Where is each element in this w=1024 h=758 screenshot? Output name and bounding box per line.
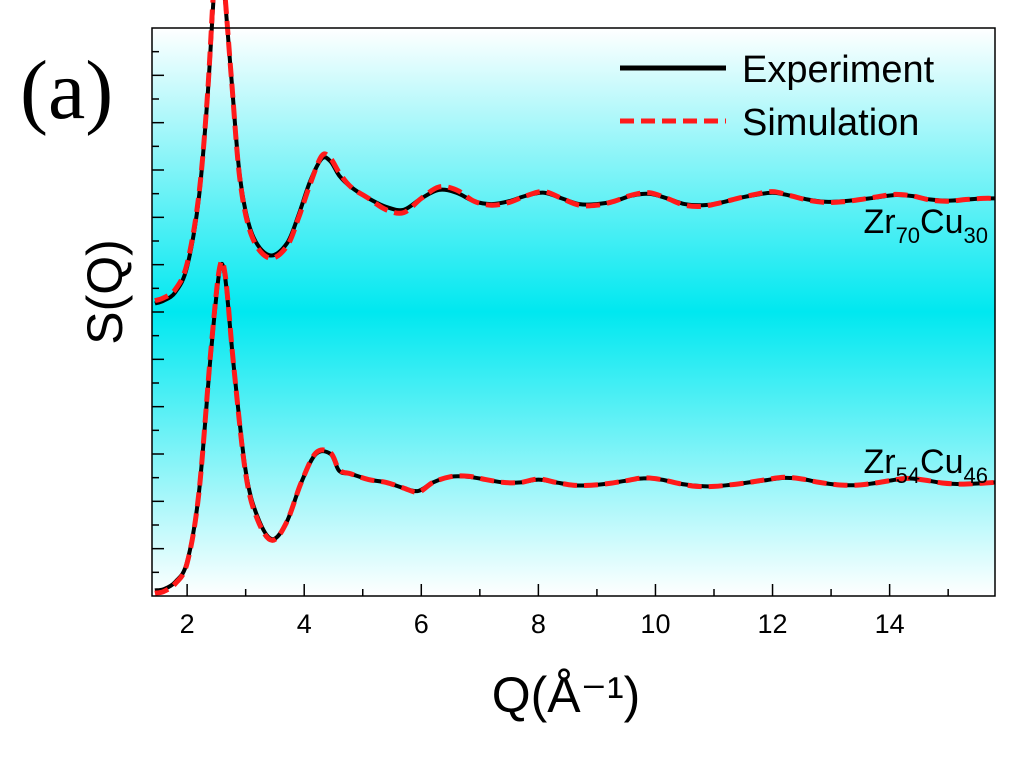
series-zr70cu30-simulation (154, 0, 996, 304)
y-ticks (152, 50, 164, 574)
legend: Experiment Simulation (620, 49, 935, 144)
x-ticks: 2 4 6 8 10 12 14 (180, 584, 949, 639)
x-tick-label: 2 (180, 609, 195, 639)
x-tick-label: 8 (531, 609, 546, 639)
legend-label-experiment: Experiment (742, 49, 935, 91)
panel-label: (a) (20, 44, 113, 137)
x-tick-label: 6 (414, 609, 429, 639)
legend-label-simulation: Simulation (742, 102, 919, 144)
curve-label-zr54cu46: Zr54Cu46 (863, 443, 988, 488)
curves (154, 0, 996, 596)
x-axis-label: Q(Å⁻¹) (492, 667, 641, 723)
series-zr54cu46-simulation (154, 258, 996, 596)
x-tick-label: 12 (758, 609, 788, 639)
x-tick-label: 4 (297, 609, 312, 639)
x-tick-label: 10 (640, 609, 670, 639)
x-tick-label: 14 (875, 609, 905, 639)
y-axis-label: S(Q) (77, 239, 133, 345)
curve-label-zr70cu30: Zr70Cu30 (863, 203, 988, 248)
